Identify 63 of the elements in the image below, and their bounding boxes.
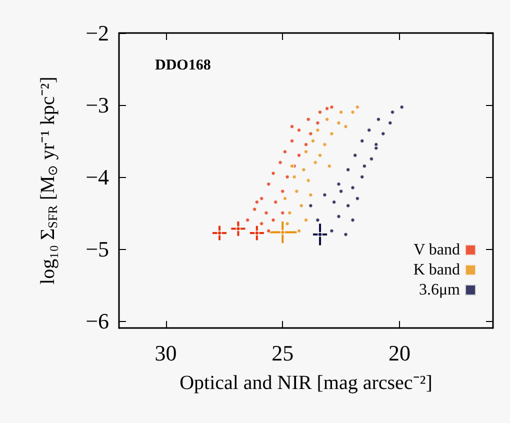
- point: [254, 200, 260, 205]
- point: [298, 203, 304, 208]
- point: [280, 230, 286, 235]
- x-tick-label: 20: [388, 340, 410, 366]
- legend-label: 3.6μm: [418, 282, 461, 298]
- point: [315, 128, 320, 133]
- point: [308, 203, 314, 208]
- point: [329, 131, 334, 136]
- point: [306, 116, 311, 122]
- point: [270, 218, 276, 223]
- point: [236, 226, 241, 232]
- annotation: DDO168: [155, 58, 211, 74]
- x-axis-title: Optical and NIR [mag arcsec⁻²]: [180, 372, 432, 394]
- point: [336, 120, 342, 126]
- point: [315, 120, 320, 126]
- y-tick-label: −6: [86, 308, 109, 334]
- point: [326, 164, 332, 169]
- point: [329, 104, 334, 110]
- point: [254, 230, 260, 236]
- point: [350, 185, 356, 190]
- point: [259, 221, 264, 226]
- point: [266, 228, 272, 234]
- point: [308, 131, 314, 136]
- point: [399, 104, 404, 110]
- point: [338, 110, 344, 115]
- point: [217, 230, 222, 236]
- point: [308, 192, 314, 198]
- legend-label: K band: [413, 262, 460, 278]
- point: [354, 104, 360, 110]
- point: [350, 110, 356, 115]
- x-tick-label: 25: [272, 340, 294, 366]
- point: [280, 210, 286, 216]
- point: [362, 164, 367, 169]
- point: [284, 221, 290, 226]
- point: [380, 131, 386, 136]
- point: [284, 174, 290, 180]
- legend-label: V band: [414, 242, 460, 258]
- y-tick-label: −5: [86, 236, 109, 262]
- point: [366, 128, 372, 133]
- x-tick-label: 30: [154, 340, 177, 366]
- point: [336, 182, 342, 187]
- y-tick-label: −4: [86, 164, 109, 190]
- point: [346, 203, 351, 208]
- point: [264, 210, 269, 216]
- point: [374, 146, 379, 151]
- y-tick-label: −3: [86, 92, 109, 118]
- point: [350, 218, 356, 223]
- point: [301, 167, 306, 172]
- point: [332, 200, 337, 205]
- point: [280, 188, 286, 194]
- y-tick-label: −2: [86, 20, 109, 46]
- point: [306, 178, 311, 183]
- point: [329, 228, 334, 234]
- point: [304, 149, 308, 154]
- point: [388, 120, 393, 126]
- point: [270, 170, 276, 176]
- point: [294, 188, 300, 194]
- y-axis-title: log₁₀ ΣSFR [M⊙ yr⁻¹ kpc⁻²]: [37, 76, 60, 284]
- point: [287, 210, 292, 216]
- point: [315, 218, 320, 223]
- point: [318, 232, 323, 237]
- point: [292, 174, 297, 180]
- point: [322, 192, 328, 198]
